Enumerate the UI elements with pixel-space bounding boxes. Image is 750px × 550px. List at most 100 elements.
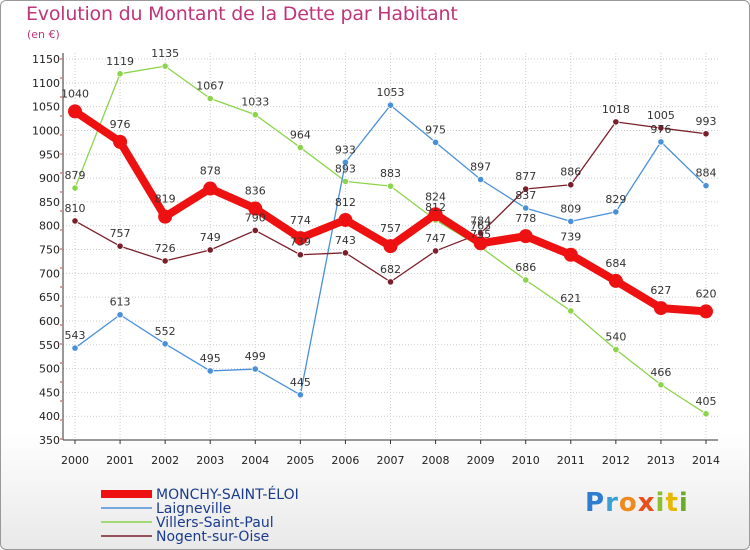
data-point — [431, 247, 440, 255]
data-label: 552 — [155, 325, 176, 338]
legend-label: Laigneville — [156, 501, 231, 517]
proxiti-logo: Proxiti — [585, 488, 689, 518]
data-point — [161, 340, 169, 348]
data-label: 812 — [425, 201, 446, 214]
data-label: 774 — [290, 214, 311, 227]
data-label: 1119 — [106, 55, 134, 68]
x-tick-label: 2009 — [467, 454, 495, 467]
data-point — [522, 204, 530, 212]
x-tick-label: 2002 — [151, 454, 179, 467]
x-tick-label: 2003 — [196, 454, 224, 467]
x-tick-label: 2006 — [331, 454, 359, 467]
data-label: 893 — [335, 162, 356, 175]
data-label: 883 — [380, 167, 401, 180]
y-tick-label: 800 — [39, 220, 60, 233]
data-point — [567, 181, 575, 189]
data-point — [206, 94, 214, 103]
data-point — [338, 212, 353, 227]
y-tick-label: 1050 — [32, 101, 60, 114]
data-label: 1040 — [61, 87, 89, 100]
legend-label: Nogent-sur-Oise — [156, 529, 269, 545]
data-label: 964 — [290, 129, 311, 142]
x-tick-label: 2014 — [692, 454, 720, 467]
data-point — [428, 207, 443, 222]
data-label: 778 — [515, 212, 536, 225]
data-point — [296, 391, 304, 399]
y-tick-label: 400 — [39, 410, 60, 423]
data-point — [473, 236, 488, 251]
y-tick-label: 1150 — [32, 53, 60, 66]
x-tick-label: 2011 — [557, 454, 585, 467]
y-tick-label: 600 — [39, 315, 60, 328]
x-tick-label: 2005 — [286, 454, 314, 467]
x-tick-label: 2004 — [241, 454, 269, 467]
data-point — [71, 184, 79, 192]
data-label: 749 — [200, 231, 221, 244]
data-label: 933 — [335, 143, 356, 156]
x-tick-label: 2010 — [512, 454, 540, 467]
y-tick-label: 500 — [39, 363, 60, 376]
data-point — [567, 217, 575, 226]
data-point — [612, 208, 620, 216]
data-label: 879 — [65, 169, 86, 182]
data-point — [567, 307, 575, 315]
data-label: 790 — [245, 211, 266, 224]
data-point — [161, 257, 169, 265]
data-label: 976 — [110, 118, 131, 131]
data-label: 543 — [65, 329, 86, 342]
data-label: 810 — [65, 202, 86, 215]
legend-label: MONCHY-SAINT-ÉLOI — [156, 486, 299, 503]
data-label: 540 — [605, 331, 626, 344]
x-tick-label: 2007 — [377, 454, 405, 467]
data-point — [158, 209, 173, 224]
data-label: 763 — [470, 219, 491, 232]
data-label: 809 — [560, 202, 581, 215]
legend-label: Villers-Saint-Paul — [156, 515, 274, 531]
data-label: 1053 — [377, 86, 405, 99]
data-point — [657, 381, 665, 389]
data-label: 621 — [560, 292, 581, 305]
data-point — [341, 249, 350, 257]
data-point — [203, 181, 218, 196]
data-label: 1018 — [602, 103, 630, 116]
data-point — [293, 231, 308, 246]
y-tick-label: 750 — [39, 244, 60, 257]
chart-title: Evolution du Montant de la Dette par Hab… — [26, 3, 458, 25]
data-point — [116, 311, 124, 319]
data-point — [522, 276, 530, 284]
data-label: 877 — [515, 170, 536, 183]
x-tick-label: 2008 — [422, 454, 450, 467]
axes: 350 400 450 500 550 600 650 700 750 800 850 900 950 1… — [32, 53, 720, 467]
y-tick-label: 700 — [39, 267, 60, 280]
data-label: 627 — [650, 284, 671, 297]
data-label: 684 — [605, 257, 626, 270]
data-point — [699, 304, 713, 319]
data-point — [113, 134, 128, 149]
data-label: 784 — [470, 214, 491, 227]
data-label: 824 — [425, 190, 446, 203]
data-label: 613 — [110, 296, 131, 309]
data-label: 878 — [200, 165, 221, 178]
series-lines — [68, 62, 713, 418]
data-label: 829 — [605, 193, 626, 206]
data-point — [702, 410, 710, 418]
data-label: 757 — [380, 222, 401, 235]
data-label: 739 — [560, 231, 581, 244]
data-label: 747 — [425, 232, 446, 245]
data-point — [341, 158, 350, 166]
y-tick-label: 350 — [39, 434, 60, 447]
data-label: 405 — [696, 395, 717, 408]
data-point — [383, 239, 398, 254]
data-label: 620 — [696, 287, 717, 300]
data-label: 1033 — [241, 96, 269, 109]
data-label: 886 — [560, 166, 581, 179]
data-label: 755 — [470, 228, 491, 241]
data-point — [653, 301, 668, 316]
data-point — [341, 177, 350, 185]
data-point — [386, 182, 395, 190]
y-tick-label: 650 — [39, 291, 60, 304]
y-tick-label: 450 — [39, 386, 60, 399]
data-label: 686 — [515, 261, 536, 274]
data-point — [657, 138, 665, 146]
data-point — [608, 273, 623, 288]
